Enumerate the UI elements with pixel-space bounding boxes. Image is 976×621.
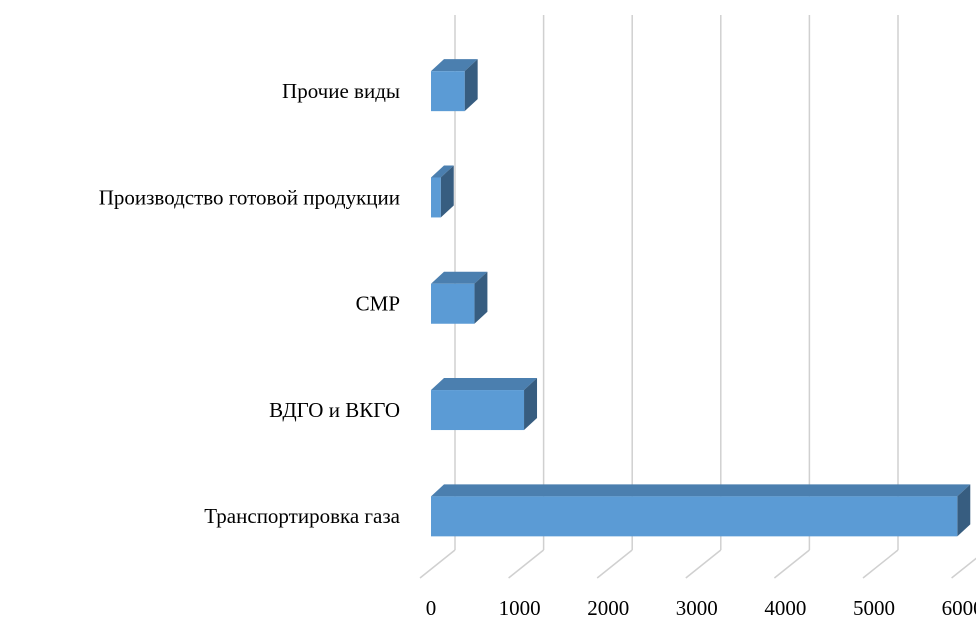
x-tick-label: 5000: [853, 596, 895, 620]
bar: [431, 496, 958, 537]
bar-top: [431, 59, 478, 72]
bar-top: [431, 484, 971, 497]
floor-line: [951, 557, 976, 579]
x-tick-label: 0: [426, 596, 437, 620]
floor-line: [508, 549, 545, 579]
y-tick-label: ВДГО и ВКГО: [269, 398, 400, 422]
floor-line: [862, 549, 899, 579]
y-tick-label: Прочие виды: [282, 79, 400, 103]
y-tick-label: СМР: [356, 292, 400, 316]
bar: [431, 71, 465, 112]
x-tick-label: 6000: [942, 596, 976, 620]
bar-top: [431, 271, 488, 284]
x-tick-label: 4000: [764, 596, 806, 620]
y-tick-label: Производство готовой продукции: [99, 185, 400, 209]
bar-side: [957, 484, 971, 537]
bar-side: [440, 165, 454, 218]
floor-line: [685, 549, 722, 579]
bar-side: [524, 378, 538, 431]
bar-side: [464, 59, 478, 112]
bar-top: [431, 378, 538, 391]
x-tick-label: 2000: [587, 596, 629, 620]
bar: [431, 283, 475, 324]
floor-line: [419, 549, 456, 579]
bar: [431, 177, 441, 218]
floor-line: [773, 549, 810, 579]
bar-top: [431, 165, 454, 178]
floor-line: [596, 549, 633, 579]
y-tick-label: Транспортировка газа: [204, 504, 400, 528]
x-tick-label: 3000: [676, 596, 718, 620]
bar: [431, 390, 525, 431]
bar-side: [474, 271, 488, 324]
x-tick-label: 1000: [499, 596, 541, 620]
